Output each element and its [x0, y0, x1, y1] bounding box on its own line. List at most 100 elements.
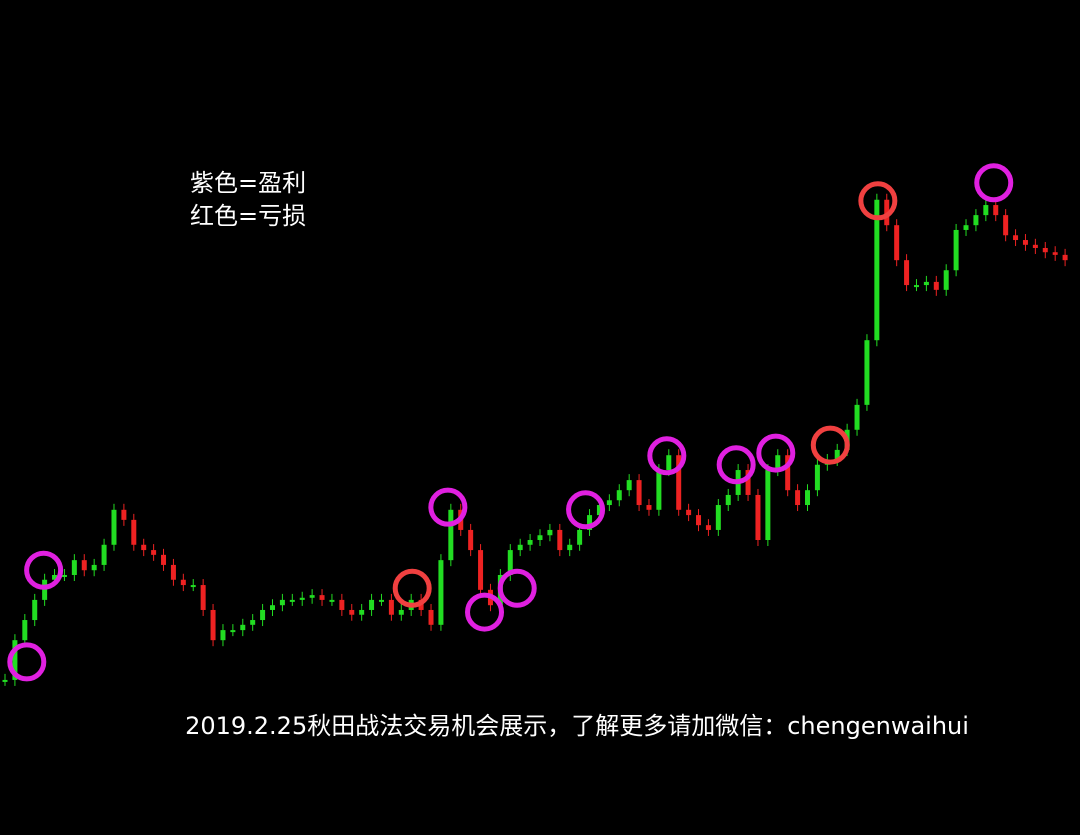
candle-body [349, 609, 355, 615]
candle-body [329, 599, 335, 602]
caption: 2019.2.25秋田战法交易机会展示，了解更多请加微信：chengenwaih… [185, 712, 969, 740]
candle-body [22, 620, 28, 641]
candle-body [279, 599, 285, 606]
candle-body [894, 225, 900, 261]
candle-body [646, 505, 652, 510]
candle-body [101, 544, 107, 565]
candle-body [220, 630, 226, 641]
candle-body [864, 340, 870, 405]
candle-body [805, 490, 810, 506]
candle-body [606, 500, 612, 506]
candle-body [388, 599, 394, 615]
trade-marker [428, 487, 468, 527]
candle-body [775, 455, 781, 471]
candle-body [904, 260, 910, 286]
candle-body [537, 535, 543, 541]
candle-body [1032, 244, 1038, 248]
legend-note: 紫色=盈利 [190, 169, 306, 197]
candle-body [42, 579, 48, 600]
candle-body [398, 609, 404, 615]
candle-body [507, 550, 513, 575]
candle-body [834, 449, 840, 460]
candle-body [151, 550, 157, 555]
candle-body [141, 544, 147, 551]
candle-body [1042, 247, 1048, 253]
candle-body [319, 595, 325, 600]
candle-body [111, 509, 117, 545]
candle-body [755, 494, 761, 541]
candle-body [210, 609, 216, 641]
candle-body [587, 515, 593, 530]
candle-body [52, 574, 58, 580]
candle-body [81, 560, 87, 571]
candle-body [567, 544, 573, 551]
candle-body [170, 564, 176, 580]
candle-body [953, 229, 959, 271]
candle-body [547, 529, 553, 536]
candle-body [715, 505, 721, 530]
candle-body [527, 540, 533, 545]
candle-body [577, 529, 583, 545]
candle-body [943, 270, 949, 290]
candle-body [339, 599, 345, 610]
candle-body [2, 679, 8, 682]
candle-body [12, 640, 18, 680]
candle-body [270, 605, 275, 610]
candle-body [428, 609, 434, 625]
candle-body [795, 490, 801, 506]
candle-body [131, 519, 137, 545]
candle-body [745, 470, 751, 495]
candle-body [666, 455, 672, 471]
candle-body [32, 599, 38, 621]
candle-body [557, 529, 563, 551]
candle-body [1022, 240, 1028, 245]
candle-body [923, 281, 929, 286]
candle-body [1013, 235, 1019, 241]
candle-body [1062, 254, 1068, 261]
candle-body [696, 515, 702, 526]
candle-body [705, 525, 711, 530]
candle-body [814, 464, 820, 491]
candle-body [200, 585, 206, 610]
trade-marker [974, 163, 1014, 203]
candle-body [854, 404, 860, 430]
candle-body [596, 505, 602, 516]
trade-marker [24, 550, 64, 590]
candle-body [309, 595, 315, 598]
candle-body [230, 630, 236, 633]
candle-body [478, 550, 484, 590]
trade-marker [465, 592, 505, 632]
candle-body [1052, 252, 1058, 255]
candle-body [973, 215, 979, 226]
candle-body [1003, 215, 1009, 236]
trade-marker [7, 642, 47, 682]
candle-body [785, 455, 791, 491]
candle-body [289, 599, 295, 602]
candle-body [686, 509, 692, 516]
candle-body [161, 554, 167, 565]
candle-body [240, 624, 246, 631]
candle-body [378, 599, 384, 602]
candle-body [993, 205, 999, 216]
trade-marker [858, 181, 898, 221]
trade-marker [716, 445, 756, 485]
candle-body [180, 579, 186, 586]
candle-body [438, 560, 444, 625]
candle-body [299, 597, 305, 600]
candle-body [725, 494, 731, 506]
candle-body [636, 480, 642, 506]
trade-marker [392, 568, 432, 608]
trade-marker [497, 568, 537, 608]
candle-body [626, 480, 632, 491]
candle-body [963, 225, 969, 230]
candle-body [517, 544, 523, 551]
candle-body [983, 205, 989, 216]
candle-body [190, 585, 196, 588]
candle-body [765, 470, 771, 541]
candle-body [91, 564, 97, 571]
candle-body [448, 509, 454, 561]
candle-body [71, 560, 77, 575]
candle-body [468, 529, 474, 551]
